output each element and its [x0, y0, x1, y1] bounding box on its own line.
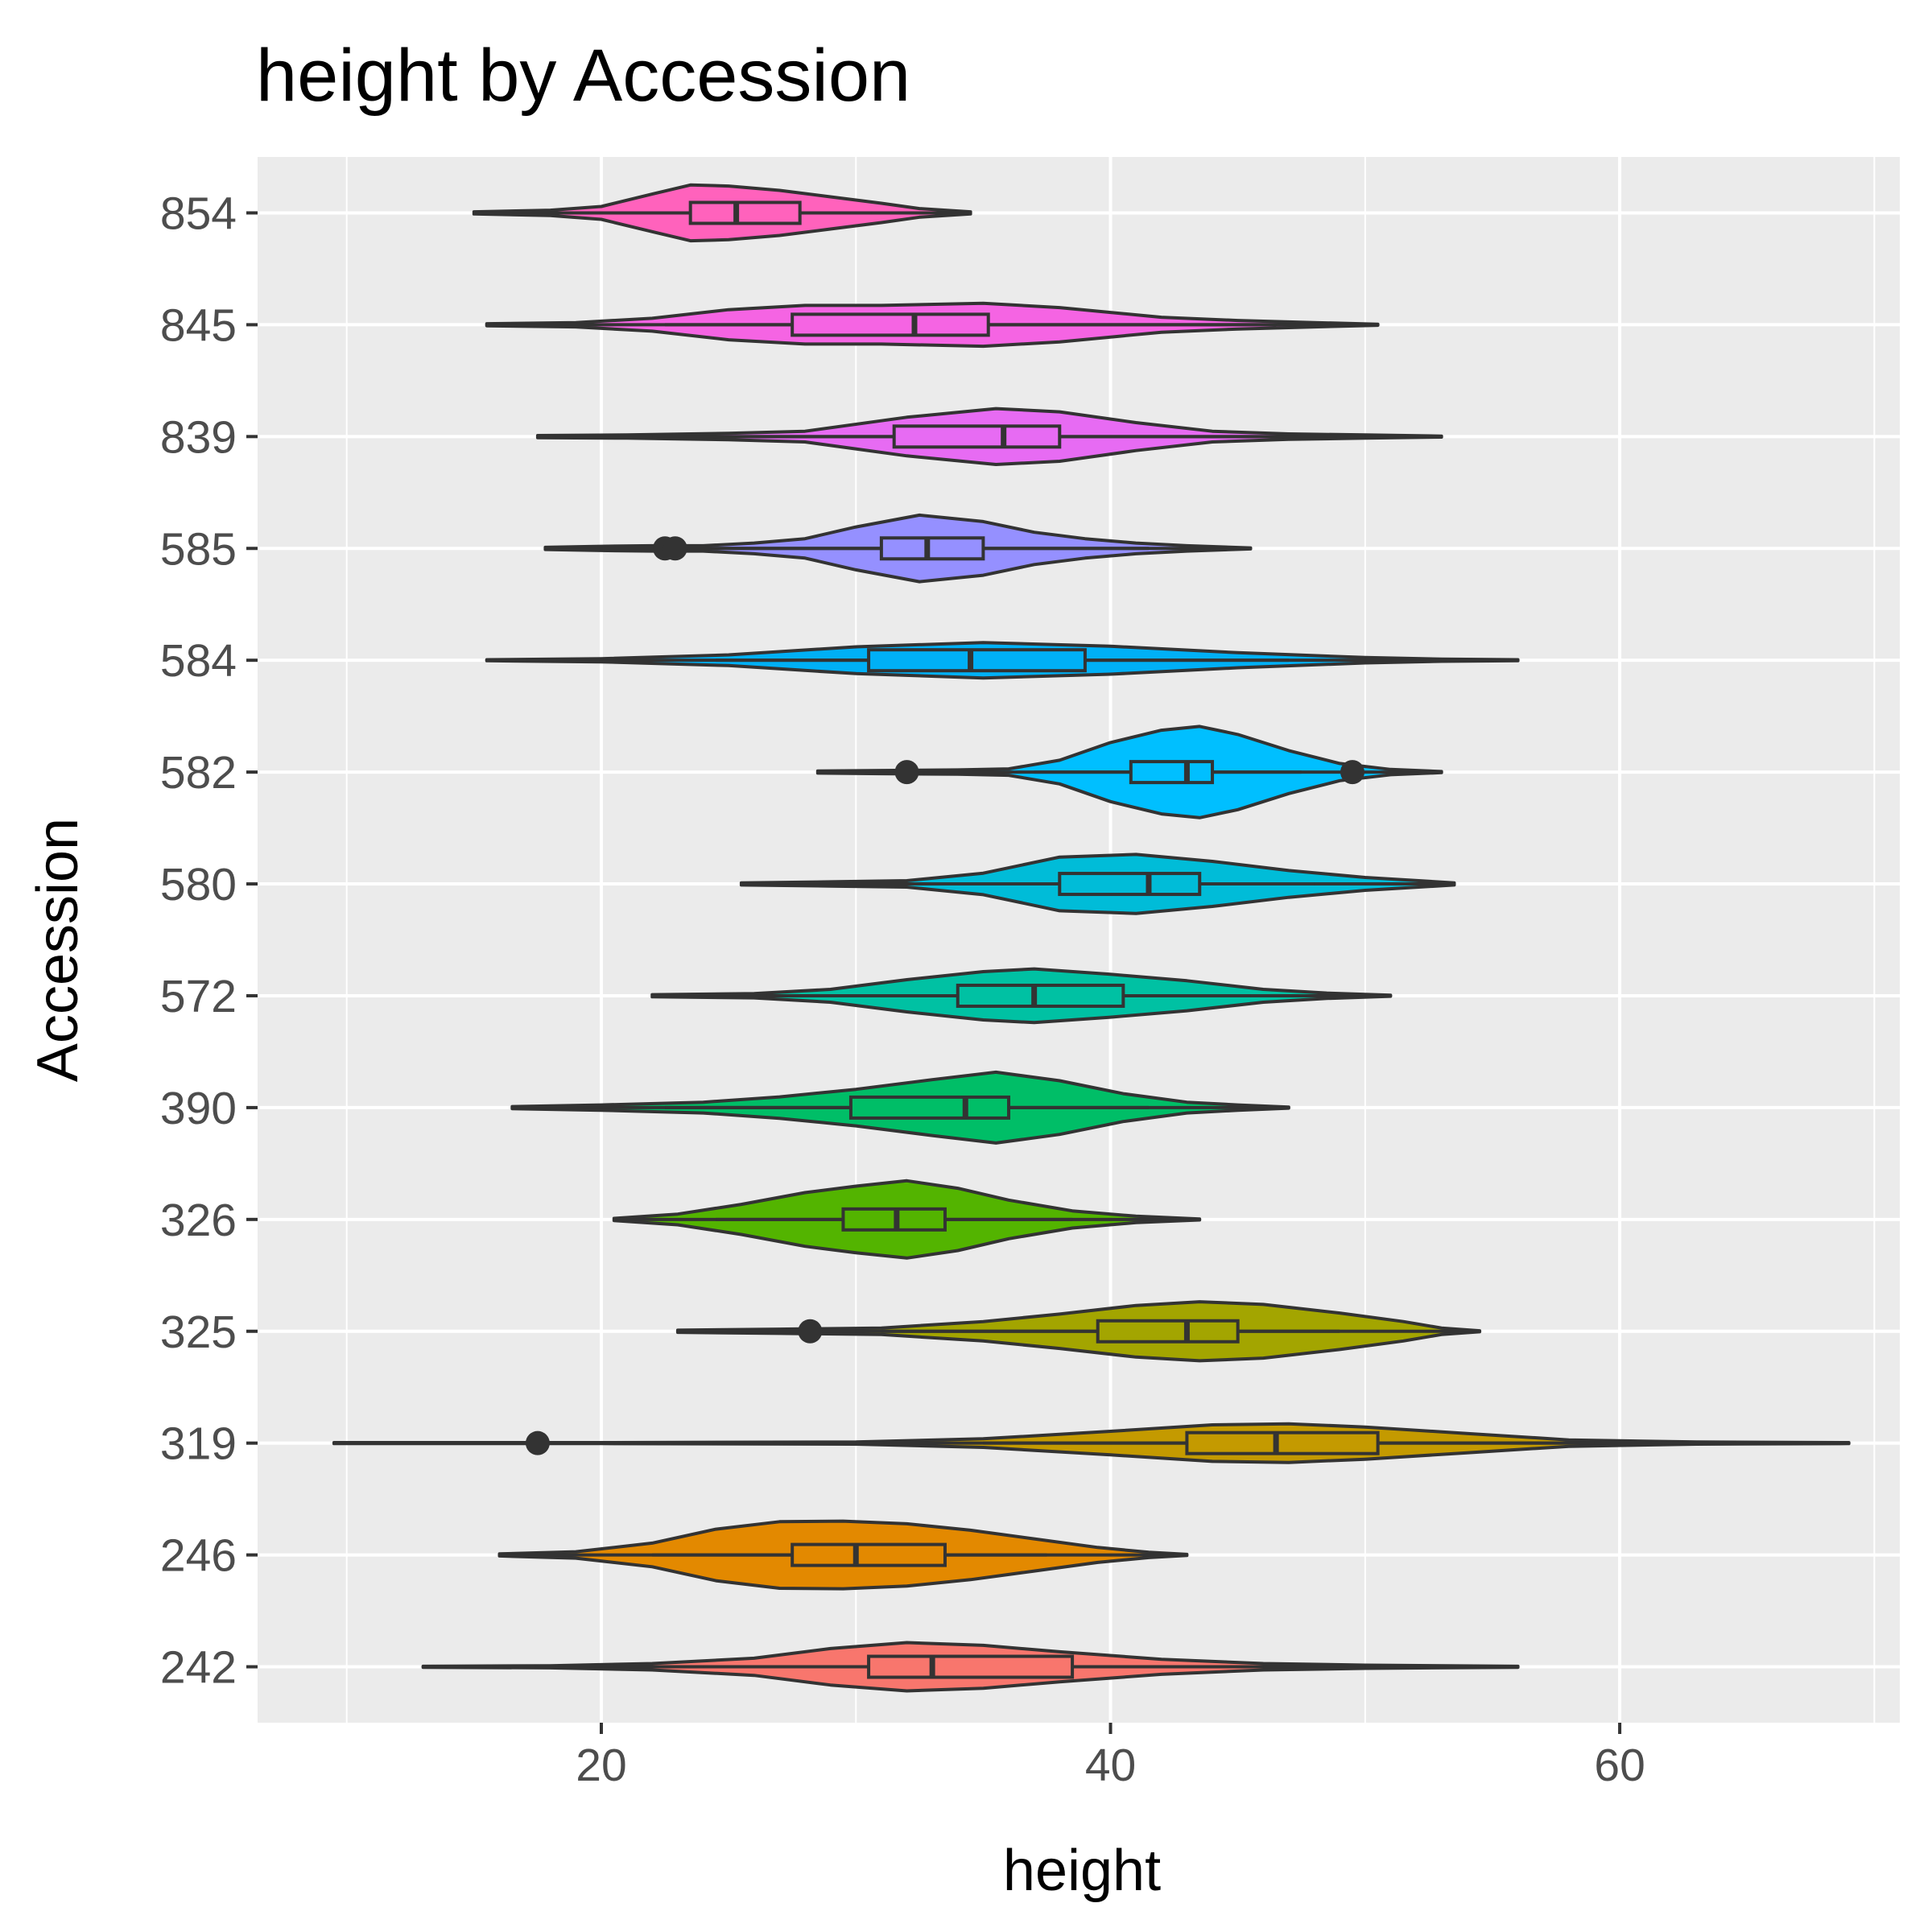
- minor-gridlines: [345, 157, 1876, 1723]
- y-tick-label: 585: [160, 523, 237, 575]
- y-tick-label: 839: [160, 411, 237, 463]
- plot-panel: [258, 157, 1900, 1723]
- violin-246: [497, 1519, 1189, 1591]
- box: [892, 424, 1062, 449]
- violin-326: [612, 1179, 1202, 1260]
- outlier-point: [894, 760, 919, 785]
- violin-845: [485, 301, 1380, 349]
- x-tick-label: 40: [1085, 1740, 1136, 1791]
- y-tick-label: 582: [160, 747, 237, 799]
- box: [1185, 1430, 1380, 1455]
- box: [867, 1654, 1075, 1679]
- box: [1129, 760, 1215, 785]
- y-tick-label: 246: [160, 1530, 237, 1582]
- x-tick-label: 60: [1594, 1740, 1645, 1791]
- violin-585: [543, 513, 1253, 584]
- violin-242: [421, 1641, 1520, 1693]
- box: [791, 312, 990, 337]
- y-tick-label: 390: [160, 1083, 237, 1134]
- box: [1096, 1319, 1240, 1344]
- violin-319: [332, 1422, 1851, 1464]
- violin-854: [472, 183, 972, 243]
- violin-572: [650, 967, 1393, 1025]
- violin-580: [739, 852, 1456, 915]
- x-axis-title: height: [1003, 1839, 1161, 1903]
- y-tick-label: 572: [160, 971, 237, 1022]
- outlier-point: [663, 536, 687, 561]
- box: [848, 1095, 1011, 1120]
- box: [791, 1542, 947, 1567]
- y-tick-label: 580: [160, 859, 237, 910]
- violin-582: [815, 724, 1443, 819]
- y-tick-label: 242: [160, 1642, 237, 1694]
- violins: [332, 183, 1851, 1693]
- y-axis: 854 845 839 585 584 582 580 572 390 326 325 319 246 2…: [160, 188, 258, 1694]
- violin-390: [510, 1070, 1290, 1145]
- y-tick-label: 319: [160, 1418, 237, 1470]
- box: [867, 648, 1087, 673]
- violin-839: [535, 407, 1443, 466]
- y-tick-label: 325: [160, 1307, 237, 1358]
- box: [879, 536, 985, 561]
- violin-325: [675, 1300, 1482, 1363]
- box: [956, 983, 1125, 1008]
- outlier-point: [1340, 760, 1364, 785]
- y-tick-label: 326: [160, 1195, 237, 1246]
- y-tick-label: 584: [160, 635, 237, 687]
- x-tick-label: 20: [576, 1740, 626, 1791]
- y-axis-title: Accession: [26, 818, 90, 1082]
- violin-584: [485, 641, 1520, 680]
- x-axis: 20 40 60: [576, 1723, 1645, 1791]
- outlier-point: [525, 1430, 550, 1455]
- box: [688, 200, 802, 225]
- chart-title: height by Accession: [256, 35, 910, 117]
- box: [1058, 872, 1202, 897]
- outlier-point: [798, 1319, 823, 1344]
- y-tick-label: 845: [160, 299, 237, 351]
- y-tick-label: 854: [160, 188, 237, 239]
